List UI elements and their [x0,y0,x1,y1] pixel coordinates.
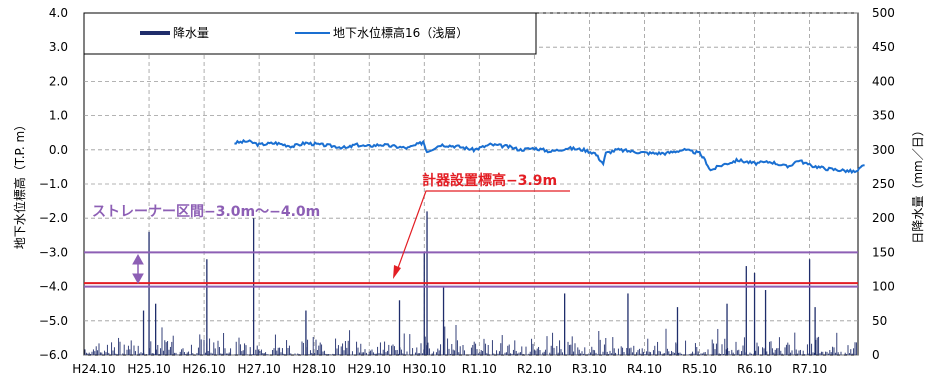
x-tick-label: H27.10 [237,362,280,376]
right-tick-label: 350 [872,109,895,123]
left-tick-label: −6.0 [39,348,68,362]
left-tick-label: −4.0 [39,280,68,294]
right-tick-label: 0 [872,348,880,362]
right-axis-title: 日降水量（mm／日） [911,124,925,243]
right-tick-label: 200 [872,211,895,225]
x-tick-label: R7.10 [792,362,827,376]
x-axis-ticks: H24.10 H25.10 H26.10 H27.10 H28.10 H29.10 H30.… [72,362,827,376]
x-tick-label: H25.10 [127,362,170,376]
instrument-label: 計器設置標高−3.9m [422,172,557,189]
x-tick-label: H29.10 [348,362,391,376]
strainer-label: ストレーナー区間−3.0m〜−4.0m [92,204,320,220]
x-tick-label: H26.10 [182,362,225,376]
left-tick-label: −2.0 [39,211,68,225]
reference-lines [84,251,858,288]
right-tick-label: 100 [872,280,895,294]
x-tick-label: H24.10 [72,362,115,376]
instrument-arrow-head [393,265,401,279]
x-tick-label: R2.10 [517,362,552,376]
legend-label-precip: 降水量 [173,26,209,40]
x-tick-label: H30.10 [403,362,446,376]
left-tick-label: −5.0 [39,314,68,328]
x-tick-label: R1.10 [462,362,497,376]
left-tick-label: 2.0 [49,74,68,88]
right-tick-label: 150 [872,245,895,259]
left-tick-label: 4.0 [49,6,68,20]
legend: 降水量 地下水位標高16（浅層） [83,12,537,55]
left-tick-label: −3.0 [39,245,68,259]
right-tick-label: 400 [872,74,895,88]
strainer-range-arrow [132,253,144,285]
right-tick-label: 250 [872,177,895,191]
left-tick-label: −1.0 [39,177,68,191]
instrument-leader-line [397,190,570,269]
x-tick-label: R4.10 [627,362,662,376]
right-tick-label: 450 [872,40,895,54]
groundwater-line-group [234,138,865,175]
left-axis-title: 地下水位標高（T.P. m） [12,119,27,249]
x-tick-label: H28.10 [292,362,335,376]
x-tick-label: R6.10 [737,362,772,376]
precipitation-bars [84,211,857,355]
left-tick-label: 0.0 [49,143,68,157]
left-axis-ticks: 4.0 3.0 2.0 1.0 0.0 −1.0 −2.0 −3.0 −4.0 −5.0 −6.0 [39,6,68,362]
groundwater-line [234,138,865,175]
x-tick-label: R3.10 [572,362,607,376]
right-tick-label: 500 [872,6,895,20]
right-tick-label: 50 [872,314,887,328]
legend-label-groundwater: 地下水位標高16（浅層） [333,25,468,40]
left-tick-label: 3.0 [49,40,68,54]
x-tick-label: R5.10 [682,362,717,376]
left-tick-label: 1.0 [49,109,68,123]
right-tick-label: 300 [872,143,895,157]
